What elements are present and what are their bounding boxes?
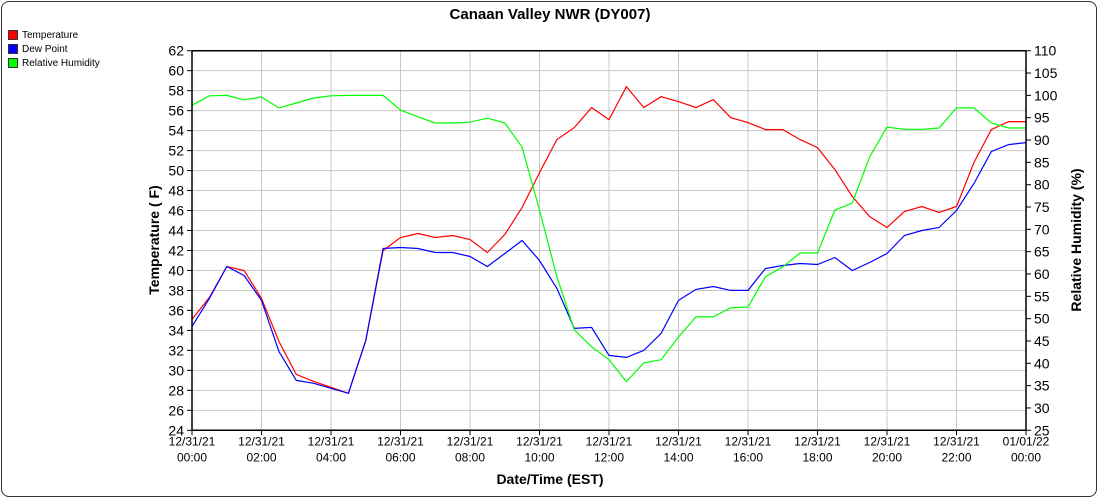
y2-tick-label: 100 xyxy=(1034,87,1058,103)
y-tick-label: 58 xyxy=(168,83,184,99)
y2-tick-label: 95 xyxy=(1034,110,1050,126)
y2-tick-label: 110 xyxy=(1034,43,1057,59)
y2-tick-label: 65 xyxy=(1034,244,1050,260)
x-tick-time: 04:00 xyxy=(316,450,346,464)
x-tick-date: 12/31/21 xyxy=(655,434,702,448)
legend-item-temperature[interactable]: Temperature xyxy=(8,28,100,42)
x-tick-date: 12/31/21 xyxy=(794,434,841,448)
legend-label: Relative Humidity xyxy=(22,57,100,69)
y-tick-label: 26 xyxy=(168,402,184,418)
y2-axis-title: Relative Humidity (%) xyxy=(1068,168,1084,311)
y2-tick-label: 85 xyxy=(1034,154,1050,170)
y-tick-label: 36 xyxy=(168,302,184,318)
x-tick-date: 12/31/21 xyxy=(516,434,563,448)
y-tick-label: 30 xyxy=(168,362,184,378)
y-tick-label: 54 xyxy=(168,123,184,139)
legend: Temperature Dew Point Relative Humidity xyxy=(8,28,100,70)
y2-tick-label: 60 xyxy=(1034,266,1050,282)
x-axis-title: Date/Time (EST) xyxy=(496,471,603,487)
x-tick-time: 00:00 xyxy=(177,450,207,464)
series-line-relative-humidity xyxy=(191,94,1026,383)
x-tick-date: 12/31/21 xyxy=(725,434,772,448)
y2-tick-label: 70 xyxy=(1034,221,1050,237)
y-tick-label: 38 xyxy=(168,282,184,298)
x-tick-date: 12/31/21 xyxy=(169,434,216,448)
x-tick-date: 12/31/21 xyxy=(933,434,980,448)
y-tick-label: 40 xyxy=(168,262,184,278)
y-tick-label: 34 xyxy=(168,322,184,338)
y2-tick-label: 40 xyxy=(1034,355,1050,371)
y-tick-label: 48 xyxy=(168,183,184,199)
x-tick-time: 08:00 xyxy=(455,450,485,464)
y2-tick-label: 55 xyxy=(1034,288,1050,304)
y2-tick-label: 30 xyxy=(1034,400,1050,416)
y-tick-label: 24 xyxy=(168,422,184,438)
y2-tick-label: 90 xyxy=(1034,132,1050,148)
x-tick-time: 02:00 xyxy=(246,450,276,464)
x-tick-time: 10:00 xyxy=(524,450,554,464)
x-tick-date: 12/31/21 xyxy=(586,434,633,448)
x-tick-time: 16:00 xyxy=(733,450,763,464)
legend-swatch xyxy=(8,30,18,40)
legend-item-dew-point[interactable]: Dew Point xyxy=(8,42,100,56)
x-tick-time: 00:00 xyxy=(1011,450,1041,464)
y-tick-label: 52 xyxy=(168,143,184,159)
y2-tick-label: 45 xyxy=(1034,333,1050,349)
legend-swatch xyxy=(8,44,18,54)
y-tick-label: 46 xyxy=(168,203,184,219)
y2-tick-label: 35 xyxy=(1034,378,1050,394)
legend-item-relative-humidity[interactable]: Relative Humidity xyxy=(8,56,100,70)
y2-tick-label: 25 xyxy=(1034,422,1050,438)
x-tick-date: 12/31/21 xyxy=(447,434,494,448)
legend-label: Dew Point xyxy=(22,43,68,55)
x-tick-time: 14:00 xyxy=(663,450,693,464)
x-tick-time: 20:00 xyxy=(872,450,902,464)
series-line-dew-point xyxy=(191,142,1027,395)
y-tick-label: 62 xyxy=(168,43,184,59)
y2-tick-label: 75 xyxy=(1034,199,1050,215)
legend-label: Temperature xyxy=(22,29,79,41)
x-tick-date: 12/31/21 xyxy=(377,434,424,448)
y2-tick-label: 80 xyxy=(1034,177,1050,193)
x-tick-date: 12/31/21 xyxy=(864,434,911,448)
y-tick-label: 42 xyxy=(168,242,184,258)
x-tick-date: 12/31/21 xyxy=(238,434,285,448)
chart-title: Canaan Valley NWR (DY007) xyxy=(450,6,651,23)
y2-tick-label: 105 xyxy=(1034,65,1058,81)
y-tick-label: 56 xyxy=(168,103,184,119)
y-tick-label: 60 xyxy=(168,63,184,79)
series-line-temperature xyxy=(191,85,1026,395)
y-tick-label: 50 xyxy=(168,163,184,179)
x-tick-time: 06:00 xyxy=(385,450,415,464)
x-tick-time: 18:00 xyxy=(802,450,832,464)
legend-swatch xyxy=(8,58,18,68)
x-tick-date: 12/31/21 xyxy=(308,434,355,448)
y2-tick-label: 50 xyxy=(1034,311,1050,327)
x-tick-time: 12:00 xyxy=(594,450,624,464)
y-tick-label: 28 xyxy=(168,382,184,398)
y-tick-label: 32 xyxy=(168,342,184,358)
x-tick-time: 22:00 xyxy=(941,450,971,464)
y-axis-title: Temperature ( F) xyxy=(146,185,162,294)
x-tick-date: 01/01/22 xyxy=(1003,434,1050,448)
y-tick-label: 44 xyxy=(168,223,184,239)
